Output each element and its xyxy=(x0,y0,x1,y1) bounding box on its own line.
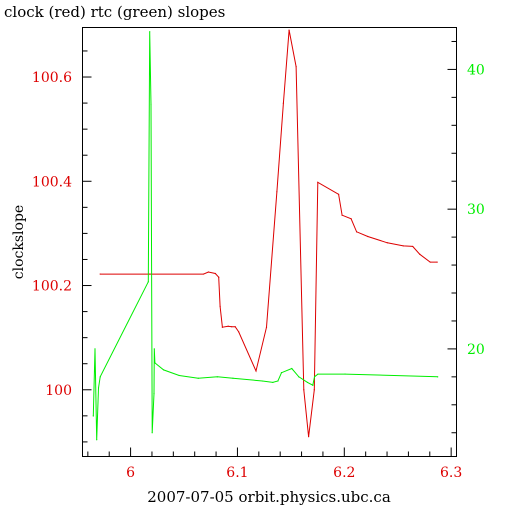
series-point-rtc xyxy=(312,384,314,386)
series-point-clock xyxy=(436,261,438,263)
series-point-rtc xyxy=(306,381,309,384)
series-point-clock xyxy=(231,326,233,328)
y-right-tick-label: 40 xyxy=(467,62,485,78)
series-point-rtc xyxy=(277,380,279,382)
series-point-rtc xyxy=(153,393,155,395)
plot-frame xyxy=(82,27,457,457)
series-point-clock xyxy=(341,214,343,216)
series-point-clock xyxy=(227,325,229,327)
series-point-clock xyxy=(350,218,352,220)
series-point-clock xyxy=(238,331,240,333)
series-point-rtc xyxy=(99,376,101,378)
series-point-clock xyxy=(367,235,369,238)
series-point-rtc xyxy=(261,380,264,382)
series-point-rtc xyxy=(298,376,300,378)
series-point-rtc xyxy=(272,381,274,384)
chart-title: clock (red) rtc (green) slopes xyxy=(4,3,225,21)
series-point-clock xyxy=(338,193,340,195)
y-axis-label: clockslope xyxy=(11,205,27,279)
series-point-clock xyxy=(386,242,388,244)
series-point-clock xyxy=(313,389,315,391)
series-point-rtc xyxy=(437,376,439,378)
series-point-rtc xyxy=(197,377,199,379)
series-point-rtc xyxy=(150,103,152,105)
series-point-clock xyxy=(295,65,297,68)
series-point-clock xyxy=(288,29,290,31)
series-point-clock xyxy=(317,181,319,183)
series-point-clock xyxy=(219,305,221,307)
series-point-clock xyxy=(276,191,278,193)
x-tick-label: 6.3 xyxy=(440,465,462,481)
x-tick-label: 6.2 xyxy=(333,465,355,481)
series-point-rtc xyxy=(154,362,156,364)
series-point-clock xyxy=(412,245,414,248)
x-axis-label: 2007-07-05 orbit.physics.ubc.ca xyxy=(147,488,391,506)
series-point-rtc xyxy=(151,432,153,434)
series-point-rtc xyxy=(317,373,319,375)
y-left-tick-label: 100.4 xyxy=(32,174,72,190)
series-point-rtc xyxy=(313,376,316,378)
lines-layer xyxy=(92,29,439,441)
series-point-clock xyxy=(429,261,431,263)
series-point-clock xyxy=(149,273,151,275)
x-tick-label: 6.1 xyxy=(226,465,248,481)
series-point-rtc xyxy=(291,367,293,370)
y-left-tick-label: 100 xyxy=(45,383,72,399)
series-point-rtc xyxy=(344,373,346,375)
series-point-rtc xyxy=(92,415,94,417)
series-point-clock xyxy=(255,370,257,372)
x-tick-label: 6 xyxy=(126,465,135,481)
series-point-rtc xyxy=(178,374,180,377)
series-point-clock xyxy=(265,326,268,328)
series-point-rtc xyxy=(94,348,96,350)
series-point-clock xyxy=(221,326,223,328)
y-left-tick-label: 100.2 xyxy=(32,279,72,295)
series-point-rtc xyxy=(96,439,98,441)
series-point-clock xyxy=(419,253,421,255)
series-point-clock xyxy=(303,389,305,391)
ticks-layer: 6 6.1 6.2 6.3 100 100.2 100.4 100.6 20 30 40 xyxy=(32,40,485,481)
series-point-clock xyxy=(99,273,101,275)
series-point-clock xyxy=(234,326,236,328)
y-right-tick-label: 30 xyxy=(467,202,485,218)
series-point-rtc xyxy=(147,281,149,283)
series-point-clock xyxy=(355,231,358,233)
series-point-clock xyxy=(308,436,310,438)
series-point-rtc xyxy=(153,348,155,350)
series-point-rtc xyxy=(216,376,218,378)
series-point-rtc xyxy=(232,377,234,379)
series-point-rtc xyxy=(163,369,165,371)
series-point-rtc xyxy=(149,31,151,33)
y-left-tick-label: 100.6 xyxy=(32,70,72,86)
series-point-clock xyxy=(202,273,205,275)
series-point-rtc xyxy=(280,372,283,374)
series-point-clock xyxy=(402,245,404,247)
y-right-tick-label: 20 xyxy=(467,342,485,358)
series-point-clock xyxy=(218,276,220,278)
series-point-clock xyxy=(214,272,216,275)
series-point-clock xyxy=(207,271,209,273)
series-point-rtc xyxy=(97,387,100,389)
series-point-clock xyxy=(282,102,284,104)
